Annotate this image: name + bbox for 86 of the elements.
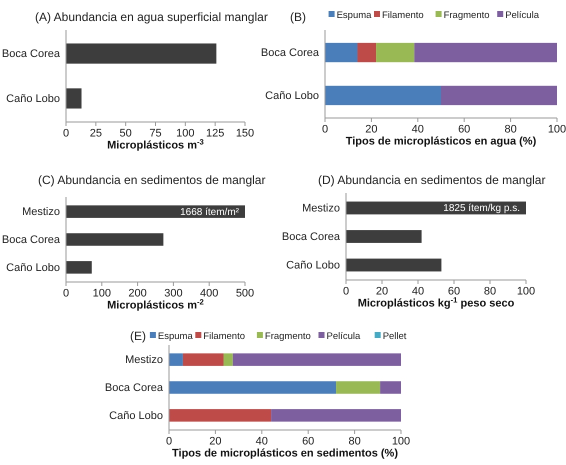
x-tick-label: 60: [448, 286, 460, 298]
y-tick-label: Caño Lobo: [286, 260, 340, 272]
annotation: 1825 ítem/kg p.s.: [443, 203, 520, 214]
bar: [224, 353, 233, 366]
x-axis-title: Tipos de microplásticos en agua (%): [346, 136, 537, 148]
y-tick-label: Boca Corea: [2, 48, 61, 60]
x-axis-title: Microplásticos m$^{-3}$: [107, 137, 204, 152]
legend-label: Fragmento: [264, 331, 311, 342]
x-tick-label: 40: [256, 436, 268, 448]
y-tick-label: Caño Lobo: [6, 92, 60, 105]
x-tick-label: 40: [412, 124, 424, 136]
x-tick-label: 125: [206, 128, 224, 140]
x-tick-label: 0: [322, 124, 328, 136]
x-tick-label: 0: [62, 288, 70, 300]
x-tick-label: 75: [149, 128, 162, 140]
x-tick-label: 40: [412, 286, 424, 298]
x-axis-title: Microplásticos kg$^{-1}$ peso seco: [358, 295, 515, 310]
legend-label: Filamento: [382, 10, 424, 22]
x-tick-label: 100: [176, 128, 195, 140]
bar: [66, 205, 245, 218]
bar: [336, 381, 380, 394]
x-tick-label: 400: [200, 288, 218, 300]
y-tick-label: Mestizo: [125, 354, 163, 366]
x-tick-label: 100: [92, 288, 111, 300]
x-tick-label: 80: [504, 124, 517, 136]
bar: [414, 42, 557, 62]
bar: [169, 381, 336, 394]
chart-title: (A) Abundancia en agua superficial manglar: [35, 10, 268, 24]
chart-title: (B): [290, 10, 306, 24]
legend-label: Pellet: [382, 331, 407, 342]
bar: [169, 353, 183, 366]
bar: [376, 42, 414, 62]
x-tick-label: 50: [120, 128, 132, 140]
y-tick-label: Caño Lobo: [6, 262, 60, 274]
bar: [346, 230, 422, 243]
bar: [66, 261, 92, 274]
bar: [66, 233, 164, 246]
x-tick-label: 25: [90, 128, 102, 140]
bar: [271, 409, 401, 422]
bar: [346, 202, 526, 214]
y-tick-label: Boca Corea: [282, 231, 341, 244]
x-tick-label: 0: [62, 128, 70, 140]
bar: [380, 381, 401, 394]
chart-title: (D) Abundancia en sedimentos de manglar: [318, 172, 546, 187]
legend-label: Fragmento: [444, 10, 490, 22]
bar: [169, 409, 272, 422]
bar: [232, 353, 401, 366]
x-tick-label: 500: [236, 288, 254, 300]
bar: [346, 258, 442, 272]
chart-title: (C) Abundancia en sedimentos de manglar: [38, 172, 266, 187]
y-tick-label: Caño Lobo: [109, 410, 163, 422]
legend-label: Espuma: [158, 331, 194, 342]
bar: [325, 86, 441, 106]
legend-label: Filamento: [203, 331, 246, 342]
x-tick-label: 100: [516, 286, 536, 298]
y-tick-label: Boca Corea: [260, 47, 320, 60]
y-tick-label: Mestizo: [302, 202, 340, 214]
x-tick-label: 0: [342, 286, 350, 298]
chart-title: (E): [130, 328, 146, 343]
legend-label: Espuma: [336, 10, 372, 22]
x-tick-label: 80: [484, 286, 496, 298]
x-tick-label: 80: [348, 436, 361, 448]
x-tick-label: 150: [236, 128, 254, 140]
y-tick-label: Mestizo: [22, 206, 60, 218]
bar: [441, 86, 557, 106]
legend-label: Película: [326, 331, 362, 342]
x-tick-label: 60: [458, 124, 470, 136]
x-axis-title: Tipos de microplásticos en sedimentos (%): [172, 448, 398, 460]
annotation: 1668 ítem/m²: [180, 206, 240, 218]
x-tick-label: 0: [166, 436, 172, 448]
legend-label: Película: [505, 10, 540, 22]
x-tick-label: 20: [365, 124, 378, 136]
x-tick-label: 100: [548, 124, 566, 136]
y-tick-label: Boca Corea: [104, 382, 164, 394]
bar: [357, 42, 376, 62]
y-tick-label: Boca Corea: [2, 234, 61, 246]
x-tick-label: 20: [376, 286, 388, 298]
x-tick-label: 20: [209, 436, 222, 448]
x-axis-title: Microplásticos m$^{-2}$: [107, 297, 204, 312]
bar: [325, 42, 358, 62]
x-tick-label: 60: [302, 436, 314, 448]
x-tick-label: 100: [392, 436, 410, 448]
x-tick-label: 200: [128, 288, 147, 300]
y-tick-label: Caño Lobo: [265, 90, 319, 102]
x-tick-label: 300: [164, 288, 183, 300]
bar: [182, 353, 224, 366]
